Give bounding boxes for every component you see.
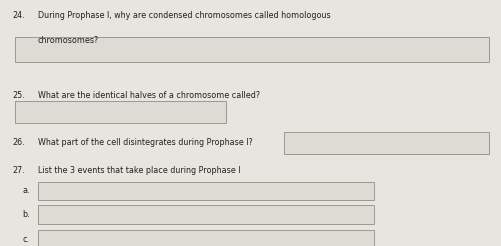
FancyBboxPatch shape xyxy=(15,37,488,62)
Text: During Prophase I, why are condensed chromosomes called homologous: During Prophase I, why are condensed chr… xyxy=(38,11,330,20)
Text: 26.: 26. xyxy=(13,138,25,147)
Text: 24.: 24. xyxy=(13,11,25,20)
Text: 25.: 25. xyxy=(13,91,25,100)
Text: chromosomes?: chromosomes? xyxy=(38,36,99,45)
Text: c.: c. xyxy=(23,235,30,244)
FancyBboxPatch shape xyxy=(38,230,373,246)
Text: What part of the cell disintegrates during Prophase I?: What part of the cell disintegrates duri… xyxy=(38,138,252,147)
FancyBboxPatch shape xyxy=(15,101,225,123)
Text: a.: a. xyxy=(23,186,30,195)
Text: What are the identical halves of a chromosome called?: What are the identical halves of a chrom… xyxy=(38,91,259,100)
Text: b.: b. xyxy=(23,210,30,219)
Text: List the 3 events that take place during Prophase I: List the 3 events that take place during… xyxy=(38,166,239,175)
FancyBboxPatch shape xyxy=(38,182,373,200)
Text: 27.: 27. xyxy=(13,166,25,175)
FancyBboxPatch shape xyxy=(283,132,488,154)
FancyBboxPatch shape xyxy=(38,205,373,224)
